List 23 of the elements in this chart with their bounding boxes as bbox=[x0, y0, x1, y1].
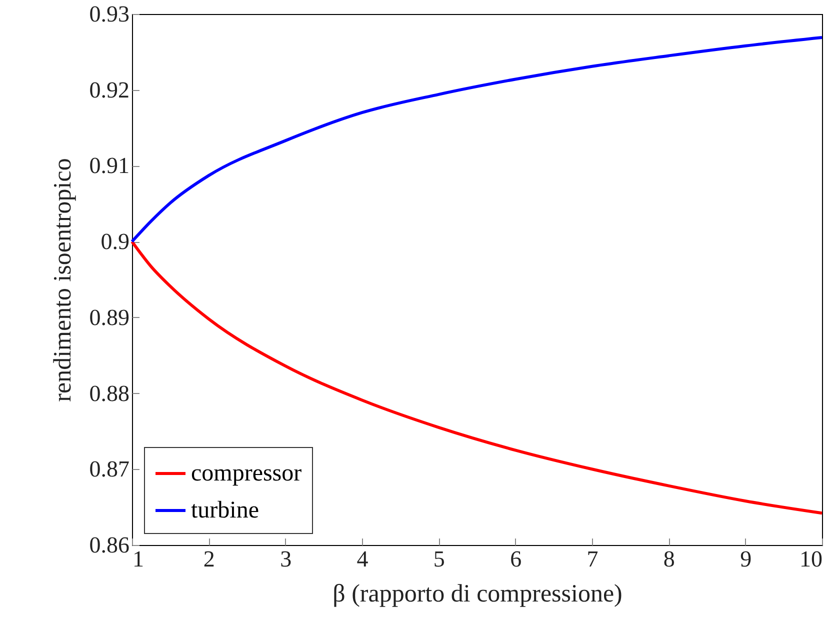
line-series bbox=[130, 36, 824, 244]
y-tick-label: 0.86 bbox=[89, 532, 130, 558]
y-axis-title: rendimento isoentropico bbox=[49, 158, 76, 402]
legend-label: compressor bbox=[191, 460, 302, 486]
x-tick-label: 9 bbox=[740, 546, 752, 572]
y-tick-label: 0.88 bbox=[89, 380, 130, 406]
x-tick-label: 8 bbox=[663, 546, 675, 572]
y-tick-label: 0.89 bbox=[89, 304, 130, 330]
y-tick-label: 0.93 bbox=[89, 2, 130, 26]
x-tick-label: 4 bbox=[356, 546, 369, 572]
x-tick-label: 3 bbox=[280, 546, 292, 572]
x-tick-label: 1 bbox=[132, 546, 144, 572]
y-tick-label: 0.87 bbox=[89, 456, 130, 482]
y-tick-label: 0.92 bbox=[89, 77, 130, 102]
legend-label: turbine bbox=[191, 498, 259, 524]
y-tick-label: 0.9 bbox=[100, 229, 130, 254]
x-tick-label: 2 bbox=[203, 546, 215, 572]
x-tick-label: 7 bbox=[586, 546, 598, 572]
x-tick-label: 6 bbox=[510, 546, 522, 572]
x-axis-title: β (rapporto di compressione) bbox=[332, 580, 622, 608]
x-tick-label: 5 bbox=[433, 546, 445, 572]
y-tick-label: 0.91 bbox=[89, 153, 130, 178]
x-tick-label: 10 bbox=[800, 546, 822, 572]
